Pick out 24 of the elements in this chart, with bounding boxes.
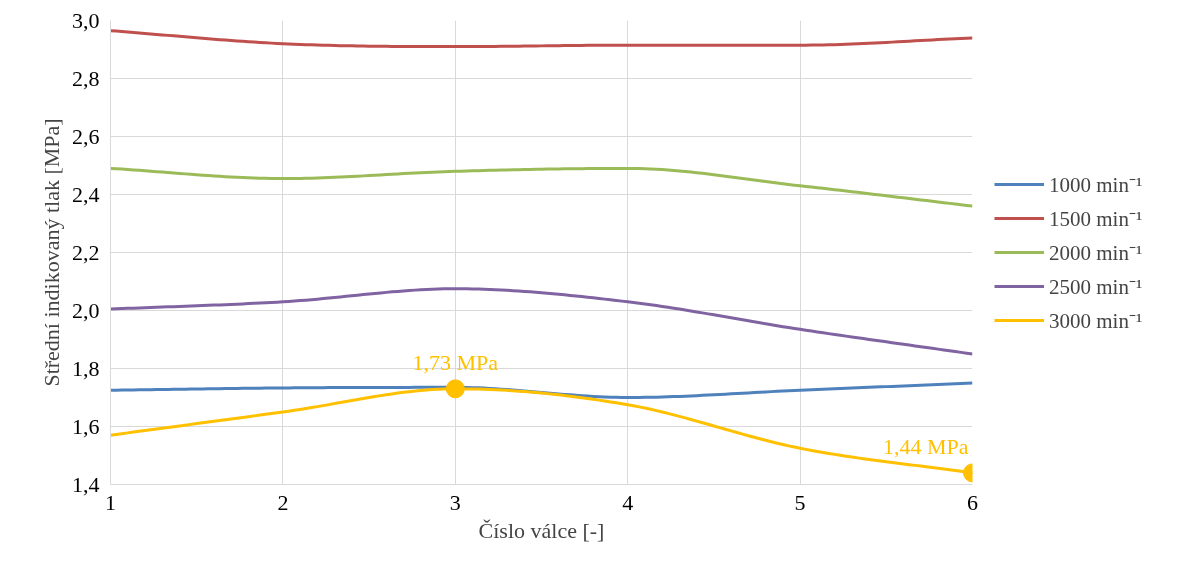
y-tick-label: 2,8: [72, 65, 100, 91]
legend-label: 3000 min⁻¹: [1049, 308, 1143, 334]
x-tick-label: 5: [794, 489, 806, 515]
x-tick-label: 4: [622, 489, 634, 515]
legend-label: 1500 min⁻¹: [1049, 206, 1143, 232]
data-label: 1,73 MPa: [412, 349, 499, 375]
x-tick-label: 6: [967, 489, 978, 515]
y-tick-label: 2,6: [72, 123, 100, 149]
y-tick-label: 2,4: [72, 181, 100, 207]
y-tick-label: 2,2: [72, 239, 100, 265]
y-tick-label: 1,4: [72, 471, 100, 497]
y-axis-title: Střední indikovaný tlak [MPa]: [39, 118, 64, 387]
x-tick-label: 2: [277, 489, 289, 515]
legend-label: 2000 min⁻¹: [1049, 240, 1143, 266]
data-label: 1,44 MPa: [882, 433, 969, 459]
y-tick-label: 2,0: [72, 297, 100, 323]
y-tick-label: 1,6: [72, 413, 100, 439]
legend-label: 1000 min⁻¹: [1049, 172, 1143, 198]
x-tick-label: 3: [449, 489, 461, 515]
y-tick-label: 1,8: [72, 355, 100, 381]
x-tick-label: 1: [105, 489, 116, 515]
y-tick-label: 3,0: [72, 7, 100, 33]
x-axis-title: Číslo válce [-]: [478, 517, 605, 543]
legend-label: 2500 min⁻¹: [1049, 274, 1143, 300]
